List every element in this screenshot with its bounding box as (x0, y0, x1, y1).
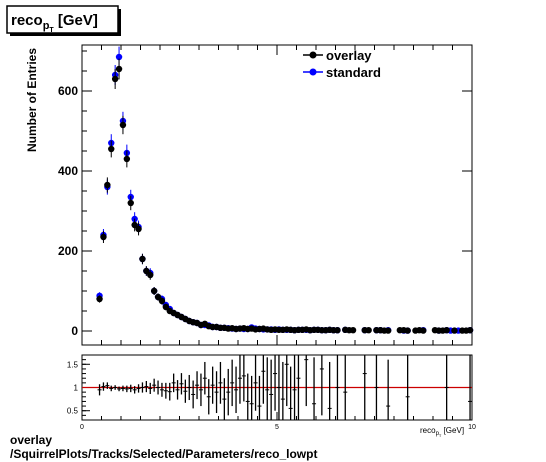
main-plot-panel: 0 200 400 600 (58, 44, 474, 346)
overlay-point (135, 225, 142, 233)
ratio-x-tick-label: 5 (275, 424, 279, 431)
overlay-point (143, 267, 150, 275)
x-axis-label: recopT [GeV] (420, 426, 464, 438)
overlay-point (100, 233, 107, 241)
ratio-y-tick-label: 1.5 (67, 360, 79, 369)
overlay-point (127, 199, 134, 207)
overlay-point (119, 121, 127, 129)
main-plot-frame (81, 44, 473, 346)
legend: overlay standard (303, 48, 381, 80)
svg-text:recopT [GeV]: recopT [GeV] (11, 12, 98, 34)
x-axis-label-text: reco (420, 426, 436, 435)
x-axis-label-sub: p (436, 431, 440, 437)
standard-point (115, 53, 123, 61)
main-data-marks (96, 46, 474, 334)
overlay-point (384, 327, 392, 334)
overlay-point (334, 327, 341, 334)
series-overlay (96, 58, 474, 334)
x-axis-label-suffix: [GeV] (441, 426, 464, 435)
overlay-point (154, 293, 162, 301)
legend-label: standard (326, 65, 381, 80)
ratio-data-marks (97, 355, 473, 420)
overlay-point (365, 327, 372, 334)
legend-marker (309, 51, 317, 59)
overlay-point (162, 303, 170, 311)
overlay-point (158, 297, 166, 305)
ratio-plot-panel: 0.5 1 1.5 0 5 10 (67, 354, 476, 431)
overlay-point (443, 327, 450, 334)
ratio-y-tick-label: 0.5 (67, 407, 79, 416)
title-text: reco (11, 12, 43, 29)
legend-marker (309, 68, 317, 76)
y-tick-label: 200 (58, 244, 78, 258)
overlay-point (451, 327, 458, 334)
legend-entry-overlay: overlay (303, 48, 372, 63)
overlay-point (115, 65, 123, 73)
y-axis-label: Number of Entries (25, 48, 39, 152)
y-tick-label: 0 (71, 324, 78, 338)
overlay-point (108, 145, 115, 153)
overlay-point (147, 271, 154, 279)
overlay-point (96, 295, 103, 303)
overlay-point (139, 255, 146, 263)
overlay-point (104, 181, 111, 189)
title-box: recopT [GeV] (6, 5, 121, 36)
legend-entry-standard: standard (303, 65, 381, 80)
footer-line-1: overlay (10, 433, 53, 447)
footer-line-2: /SquirrelPlots/Tracks/Selected/Parameter… (10, 447, 318, 461)
title-suffix: [GeV] (54, 12, 98, 29)
overlay-point (131, 221, 138, 229)
x-axis-label-subsub: T (439, 433, 442, 438)
overlay-point (420, 327, 427, 334)
ratio-x-tick-label: 0 (80, 424, 84, 431)
main-axes: 0 200 400 600 (58, 45, 473, 345)
overlay-point (349, 327, 357, 334)
y-tick-label: 600 (58, 84, 78, 98)
legend-label: overlay (326, 48, 372, 63)
overlay-point (150, 287, 158, 295)
ratio-y-tick-label: 1 (74, 384, 79, 393)
overlay-point (404, 327, 411, 334)
overlay-point (123, 155, 131, 163)
overlay-point (111, 75, 119, 83)
y-tick-label: 400 (58, 164, 78, 178)
ratio-x-tick-label: 10 (468, 424, 476, 431)
title-sub: p (43, 20, 50, 32)
overlay-point (466, 327, 474, 334)
title-subsub: T (49, 27, 54, 34)
